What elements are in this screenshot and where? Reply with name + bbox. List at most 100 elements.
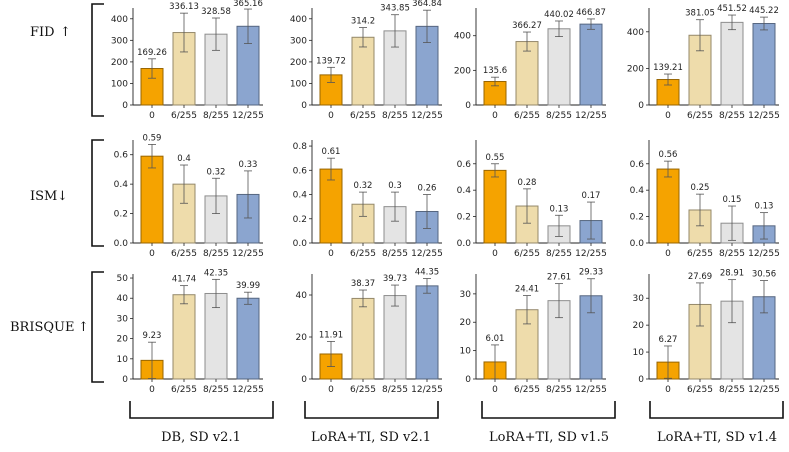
value-label: 139.21: [653, 63, 683, 73]
x-tick-label: 12/255: [411, 111, 443, 121]
row-bracket-ism: [91, 139, 104, 247]
row-label-brisque: BRISQUE: [10, 320, 75, 335]
bar: [547, 28, 571, 106]
y-tick-label: 0: [465, 375, 471, 385]
value-label: 328.58: [201, 7, 231, 17]
y-tick-label: 0.2: [293, 215, 307, 225]
bar: [351, 36, 375, 106]
y-tick-label: 30: [633, 294, 645, 304]
y-tick-label: 0.0: [630, 239, 645, 249]
y-tick-label: 0: [638, 375, 644, 385]
y-tick-label: 0: [122, 101, 128, 111]
y-tick-label: 400: [290, 15, 307, 25]
x-tick-label: 12/255: [575, 249, 607, 259]
x-tick-label: 6/255: [687, 249, 713, 259]
value-label: 0.32: [354, 181, 373, 191]
y-tick-label: 0: [465, 101, 471, 111]
x-tick-label: 6/255: [171, 385, 197, 395]
x-tick-label: 12/255: [748, 249, 780, 259]
x-tick-label: 6/255: [687, 111, 713, 121]
row-arrow-brisque: ↑: [78, 320, 89, 335]
x-tick-label: 0: [665, 385, 671, 395]
panel-8: 0.0 0.2 0.4 0.6 0.56 0 0.25 6/255 0.15 8/255 0.13 1…: [630, 140, 780, 259]
x-tick-label: 0: [328, 249, 334, 259]
value-label: 445.22: [749, 6, 779, 16]
x-tick-label: 0: [149, 249, 155, 259]
x-tick-label: 8/255: [719, 249, 745, 259]
x-tick-label: 12/255: [411, 385, 443, 395]
y-tick-label: 0.4: [293, 191, 308, 201]
x-tick-label: 6/255: [350, 249, 376, 259]
value-label: 0.59: [143, 133, 162, 143]
value-label: 27.61: [547, 273, 571, 283]
panel-4: 0 200 400 139.21 0 381.05 6/255 451.52 8/255 445.…: [627, 4, 780, 121]
x-tick-label: 8/255: [382, 249, 408, 259]
row-bracket-fid: [91, 3, 104, 117]
y-tick-label: 0.0: [293, 239, 308, 249]
y-tick-label: 400: [627, 28, 644, 38]
x-tick-label: 12/255: [232, 385, 264, 395]
value-label: 0.13: [550, 204, 569, 214]
x-tick-label: 12/255: [575, 385, 607, 395]
value-label: 0.17: [582, 191, 601, 201]
x-tick-label: 8/255: [546, 385, 572, 395]
value-label: 0.32: [207, 167, 226, 177]
value-label: 0.3: [388, 181, 402, 191]
value-label: 9.23: [143, 331, 162, 341]
y-tick-label: 200: [454, 66, 471, 76]
x-tick-label: 0: [328, 385, 334, 395]
panel-10: 0 20 40 11.91 0 38.37 6/255 39.73 8/255 44.35 12/2…: [296, 268, 443, 395]
row-arrow-fid: ↑: [60, 25, 71, 40]
y-tick-label: 0.2: [114, 210, 128, 220]
row-arrow-ism: ↓: [57, 189, 68, 204]
y-tick-label: 0.4: [457, 186, 472, 196]
y-tick-label: 0.4: [630, 186, 645, 196]
bar: [172, 294, 196, 380]
x-tick-label: 0: [492, 385, 498, 395]
panel-11: 0 10 20 30 6.01 0 24.41 6/255 27.61 8/255 29.33 12/…: [460, 268, 607, 395]
x-tick-label: 12/255: [411, 249, 443, 259]
col-bracket-3: [481, 401, 616, 419]
bar: [351, 297, 375, 380]
col-bracket-2: [304, 401, 439, 419]
x-tick-label: 0: [665, 111, 671, 121]
x-tick-label: 12/255: [748, 111, 780, 121]
x-tick-label: 6/255: [171, 249, 197, 259]
bar: [415, 285, 439, 380]
panel-6: 0.0 0.2 0.4 0.6 0.8 0.61 0 0.32 6/255 0.3 8/255 0.2…: [293, 140, 443, 259]
bar: [140, 155, 164, 244]
value-label: 466.87: [576, 8, 606, 18]
panel-7: 0.0 0.2 0.4 0.6 0.55 0 0.28 6/255 0.13 8/255 0.17 1…: [457, 140, 607, 259]
value-label: 11.91: [319, 330, 343, 340]
y-tick-label: 0.0: [457, 239, 472, 249]
x-tick-label: 6/255: [171, 111, 197, 121]
y-tick-label: 400: [111, 15, 128, 25]
x-tick-label: 8/255: [203, 249, 229, 259]
panel-5: 0.0 0.2 0.4 0.6 0.59 0 0.4 6/255 0.32 8/255 0.33 12…: [114, 133, 264, 259]
y-tick-label: 0.6: [457, 160, 472, 170]
bar: [752, 23, 776, 106]
x-tick-label: 6/255: [687, 385, 713, 395]
value-label: 6.01: [486, 334, 505, 344]
x-tick-label: 12/255: [748, 385, 780, 395]
y-tick-label: 20: [460, 318, 472, 328]
value-label: 28.91: [720, 269, 744, 279]
col-label-1: DB, SD v2.1: [161, 430, 241, 445]
value-label: 39.99: [236, 281, 260, 291]
value-label: 314.2: [351, 17, 375, 27]
y-tick-label: 100: [111, 79, 128, 89]
x-tick-label: 0: [328, 111, 334, 121]
col-bracket-1: [129, 401, 274, 419]
bar: [236, 297, 260, 380]
y-tick-label: 30: [117, 314, 129, 324]
row-label-ism: ISM: [30, 189, 57, 204]
value-label: 0.26: [418, 184, 437, 194]
y-tick-label: 0.2: [630, 213, 644, 223]
value-label: 38.37: [351, 279, 375, 289]
bar: [720, 21, 744, 106]
x-tick-label: 8/255: [382, 111, 408, 121]
bar: [383, 295, 407, 380]
bar: [579, 23, 603, 106]
value-label: 135.6: [483, 66, 507, 76]
value-label: 41.74: [172, 275, 196, 285]
